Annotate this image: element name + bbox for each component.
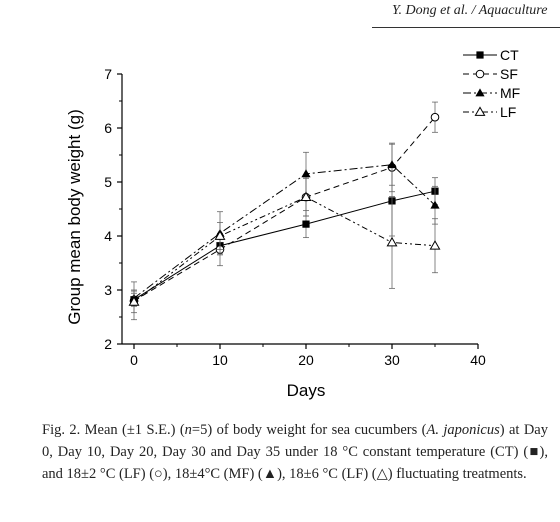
legend-label: SF (500, 66, 518, 82)
y-tick-label: 5 (104, 174, 112, 190)
y-tick-label: 7 (104, 66, 112, 82)
data-point (214, 230, 226, 240)
legend-marker (475, 69, 485, 79)
legend-marker (475, 88, 485, 97)
x-tick-label: 40 (470, 352, 486, 368)
line-chart: 0 10 20 30 40 2 3 4 5 6 7 Days Group mean body weigh… (65, 47, 520, 400)
x-axis-label: Days (287, 381, 326, 400)
legend-label: LF (500, 104, 516, 120)
caption-n: n (184, 422, 192, 438)
data-point (387, 160, 397, 169)
caption-text-1: Mean (±1 S.E.) ( (80, 422, 185, 438)
series-line (133, 196, 436, 303)
y-tick-label: 2 (104, 336, 112, 352)
x-tick-label: 0 (130, 352, 138, 368)
series-line (133, 164, 436, 299)
legend-label: MF (500, 85, 520, 101)
caption-species: A. japonicus (426, 422, 500, 438)
x-tick-label: 20 (298, 352, 314, 368)
y-tick-label: 4 (104, 228, 112, 244)
caption-text-3: ) at Day 0, Day 10, Day 20, Day 30 and D… (42, 422, 548, 482)
y-axis-label: Group mean body weight (g) (65, 109, 84, 324)
y-tick-label: 6 (104, 120, 112, 136)
legend-marker (474, 106, 486, 116)
legend-marker (476, 51, 484, 59)
data-point (430, 112, 440, 122)
data-point (429, 240, 441, 250)
data-point (300, 191, 312, 202)
y-tick-label: 3 (104, 282, 112, 298)
series-lf (128, 177, 441, 314)
caption-text-2: =5) of body weight for sea cucumbers ( (191, 422, 427, 438)
x-tick-label: 10 (212, 352, 228, 368)
header-rule (372, 27, 560, 28)
figure-caption: Fig. 2. Mean (±1 S.E.) (n=5) of body wei… (42, 419, 548, 485)
data-point (301, 169, 311, 178)
legend-label: CT (500, 47, 519, 63)
series-sf (129, 101, 440, 321)
data-point (128, 296, 140, 306)
data-point (386, 236, 398, 247)
series-line (133, 116, 436, 302)
data-point (302, 220, 310, 228)
data-point (430, 200, 440, 209)
x-tick-label: 30 (384, 352, 400, 368)
legend: CT SF MF LF (463, 47, 520, 120)
caption-fig-label: Fig. 2. (42, 422, 81, 438)
running-header: Y. Dong et al. / Aquaculture (392, 3, 548, 18)
